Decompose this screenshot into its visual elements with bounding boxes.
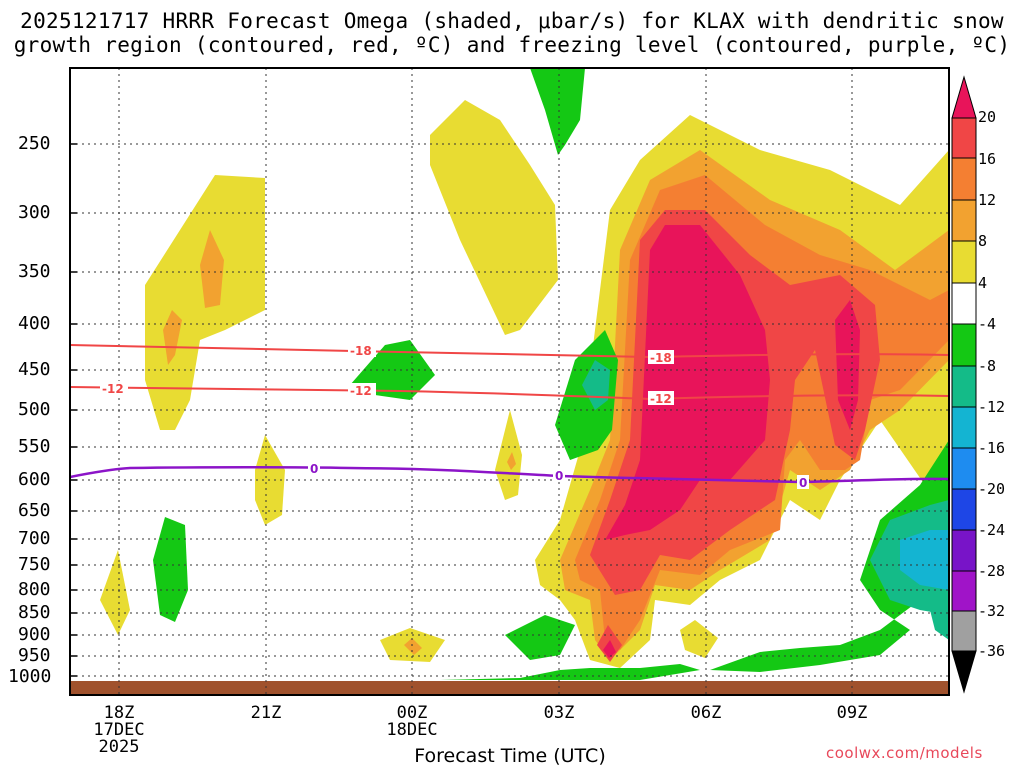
omega-region [100, 550, 130, 635]
x-tick-label: 18Z [103, 703, 135, 723]
shaded-field [70, 68, 949, 695]
y-tick-label: 450 [18, 359, 51, 380]
y-tick-label: 350 [18, 261, 51, 282]
y-tick-label: 700 [18, 528, 51, 549]
colorbar-seg-4-8 [951, 240, 977, 284]
grid [70, 68, 949, 695]
colorbar-seg-m8-m12 [951, 365, 977, 408]
x-tick-label: 09Z [836, 703, 868, 723]
y-tick-label: 950 [18, 645, 51, 666]
x-tick-sublabel: 2025 [98, 737, 140, 757]
colorbar-label: -12 [978, 398, 1006, 416]
contour-labels: -18 -18 -12 -12 -12 0 0 0 [100, 343, 809, 490]
contour-label-m18-b: -18 [650, 351, 672, 365]
y-tick-label: 400 [18, 313, 51, 334]
x-tick-label: 00Z [396, 703, 428, 723]
chart-title-line2: growth region (contoured, red, ºC) and f… [13, 33, 1011, 57]
y-ticks [70, 143, 77, 677]
terrain-band [70, 681, 949, 695]
colorbar-top-arrow [951, 75, 977, 119]
y-tick-label: 850 [18, 602, 51, 623]
colorbar-seg-12-16 [951, 157, 977, 201]
omega-region [530, 68, 585, 155]
colorbar-seg-m4-m8 [951, 323, 977, 367]
colorbar-seg-8-12 [951, 199, 977, 242]
y-tick-label: 800 [18, 579, 51, 600]
omega-region [900, 530, 949, 590]
omega-region [835, 300, 860, 430]
contour-label-m18-a: -18 [350, 344, 372, 358]
colorbar-label: -32 [978, 602, 1006, 620]
colorbar-seg-16-20 [951, 117, 977, 159]
omega-region [507, 452, 516, 470]
omega-region [505, 615, 575, 660]
x-tick-label: 21Z [250, 703, 282, 723]
omega-region [495, 410, 522, 500]
colorbar-label: 4 [978, 274, 988, 292]
y-tick-label: 600 [18, 469, 51, 490]
contour-label-m12-c: -12 [650, 392, 672, 406]
contour-minus18 [70, 344, 949, 359]
y-tick-label: 250 [18, 133, 51, 154]
plot-frame [69, 67, 950, 696]
colorbar-label: 16 [978, 150, 997, 168]
y-tick-label: 500 [18, 399, 51, 420]
omega-region [710, 440, 949, 672]
omega-region [555, 330, 618, 460]
colorbar-label: 12 [978, 191, 997, 209]
omega-region [430, 100, 558, 335]
colorbar-label: -24 [978, 521, 1006, 539]
colorbar-label: -8 [978, 357, 997, 375]
colorbar-seg-m32-m36 [951, 610, 977, 652]
y-tick-label: 1000 [8, 666, 52, 687]
colorbar-seg-m12-m16 [951, 406, 977, 449]
colorbar-label: -4 [978, 315, 997, 333]
contour-minus12 [70, 386, 949, 401]
colorbar-label: -36 [978, 642, 1006, 660]
colorbar [951, 75, 977, 694]
colorbar-label: 8 [978, 232, 988, 250]
x-tick-sublabel: 18DEC [386, 720, 438, 740]
colorbar-label: -20 [978, 480, 1006, 498]
contour-label-m12-a: -12 [102, 382, 124, 396]
x-axis-title: Forecast Time (UTC) [414, 745, 606, 767]
omega-region [605, 225, 770, 540]
omega-region [153, 517, 188, 622]
x-tick-label: 03Z [543, 703, 575, 723]
colorbar-seg-m28-m32 [951, 570, 977, 612]
contour-label-zero-a: 0 [310, 462, 318, 476]
y-tick-label: 300 [18, 202, 51, 223]
chart-title-line1: 2025121717 HRRR Forecast Omega (shaded, … [20, 9, 1004, 33]
y-tick-label: 650 [18, 500, 51, 521]
omega-region [930, 598, 949, 640]
colorbar-bottom-arrow [951, 650, 977, 694]
colorbar-seg-white [951, 282, 977, 325]
y-tick-label: 750 [18, 554, 51, 575]
credit-link[interactable]: coolwx.com/models [826, 744, 983, 762]
y-tick-label: 550 [18, 436, 51, 457]
contour-label-m12-b: -12 [350, 384, 372, 398]
colorbar-label: 20 [978, 108, 997, 126]
omega-region [680, 620, 718, 658]
omega-region [603, 640, 616, 658]
x-tick-label: 06Z [690, 703, 722, 723]
colorbar-seg-m24-m28 [951, 529, 977, 572]
colorbar-label: -16 [978, 439, 1006, 457]
x-tick-sublabel: 17DEC [93, 720, 145, 740]
colorbar-seg-m16-m20 [951, 447, 977, 490]
contour-label-zero-b: 0 [555, 469, 563, 483]
y-tick-label: 900 [18, 624, 51, 645]
colorbar-seg-m20-m24 [951, 488, 977, 531]
contour-freezing [70, 466, 949, 484]
omega-region [440, 664, 700, 680]
colorbar-label: -28 [978, 562, 1006, 580]
omega-region [200, 230, 224, 308]
omega-region [404, 638, 422, 655]
contour-label-zero-c: 0 [799, 476, 807, 490]
